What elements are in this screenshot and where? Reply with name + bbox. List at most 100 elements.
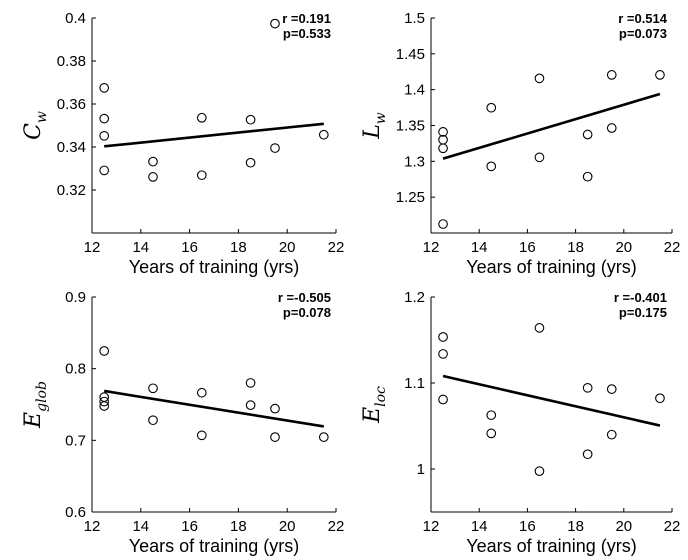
data-point — [606, 384, 617, 394]
regression-line — [442, 92, 661, 160]
data-point — [438, 394, 448, 405]
y-tick-label: 0.7 — [65, 432, 86, 449]
x-axis-label: Years of training (yrs) — [129, 257, 299, 277]
scatter-panel-1: 12 14 16 18 20 22 0.32 0.34 0.36 0.38 0.4 Years of … — [21, 10, 344, 277]
y-tick-label: 1.3 — [404, 153, 425, 170]
y-tick-label: 1.45 — [396, 46, 425, 63]
regression-line — [103, 389, 325, 428]
scatter-panel-4: 12 14 16 18 20 22 1 1.1 1.2 Years of training (yr… — [360, 289, 680, 556]
x-tick-label: 20 — [615, 518, 632, 535]
data-point — [148, 172, 158, 182]
data-point — [270, 432, 280, 442]
data-point — [99, 113, 110, 124]
data-point — [196, 430, 207, 441]
x-tick-label: 22 — [328, 518, 345, 535]
scatter-panel-3: 12 14 16 18 20 22 0.6 0.7 0.8 0.9 Years of trainin… — [21, 289, 344, 556]
data-point — [486, 428, 497, 439]
y-axis-label: Lw — [360, 112, 389, 140]
y-axis-label-subscript: w — [373, 112, 389, 124]
stat-p-value: p=0.078 — [283, 305, 331, 320]
data-point — [655, 393, 665, 404]
y-axis-label-main: C — [21, 123, 46, 140]
x-tick-label: 14 — [132, 518, 149, 535]
data-point — [318, 432, 329, 442]
y-tick-label: 0.36 — [57, 96, 86, 113]
data-point — [486, 161, 497, 172]
y-tick-label: 0.8 — [65, 361, 86, 378]
regression-line — [442, 374, 661, 427]
stat-p-value: p=0.175 — [619, 305, 667, 320]
y-tick-label: 1.35 — [396, 118, 425, 135]
y-tick-label: 0.32 — [57, 182, 86, 199]
x-tick-label: 14 — [471, 239, 488, 256]
data-point — [606, 70, 617, 80]
data-point — [486, 410, 497, 421]
data-point — [582, 129, 593, 140]
y-tick-label: 0.9 — [65, 289, 86, 306]
data-point — [270, 143, 280, 153]
data-point — [148, 383, 158, 394]
data-point — [196, 387, 207, 398]
y-tick-label: 0.6 — [65, 504, 86, 521]
scatter-panel-2: 12 14 16 18 20 22 1.25 1.3 1.35 1.4 1.45 1.5 Years o… — [360, 10, 680, 277]
stat-r-value: r =0.191 — [282, 11, 331, 26]
y-axis-label-subscript: glob — [34, 381, 50, 412]
data-point — [582, 449, 593, 460]
y-tick-label: 0.38 — [57, 53, 86, 70]
y-tick-label: 1 — [417, 461, 425, 478]
y-axis-label: Cw — [21, 111, 50, 140]
data-point — [148, 415, 158, 426]
x-tick-label: 22 — [328, 239, 345, 256]
y-axis-label: Eglob — [21, 381, 50, 429]
x-tick-label: 16 — [519, 239, 536, 256]
data-point — [270, 403, 280, 414]
data-point — [582, 382, 593, 393]
y-axis-label-subscript: w — [34, 111, 50, 123]
x-tick-label: 16 — [519, 518, 536, 535]
data-point — [196, 170, 207, 181]
x-tick-label: 20 — [279, 518, 296, 535]
y-axis-label-main: L — [360, 124, 385, 140]
y-axis-label: Eloc — [360, 386, 389, 424]
data-point — [99, 396, 110, 407]
stat-p-value: p=0.533 — [283, 26, 331, 41]
stat-p-value: p=0.073 — [619, 26, 667, 41]
data-point — [245, 400, 256, 410]
data-point — [270, 18, 280, 29]
y-tick-label: 1.4 — [404, 82, 425, 99]
x-tick-label: 22 — [664, 239, 681, 256]
x-tick-label: 22 — [664, 518, 681, 535]
data-point — [148, 156, 158, 167]
x-tick-label: 12 — [423, 518, 440, 535]
data-point — [606, 429, 617, 440]
data-point — [99, 165, 110, 176]
data-point — [318, 129, 329, 140]
data-point — [99, 130, 110, 141]
data-point — [245, 114, 256, 125]
data-point — [655, 70, 665, 80]
x-tick-label: 18 — [567, 518, 584, 535]
x-axis-label: Years of training (yrs) — [466, 536, 636, 556]
y-tick-label: 1.5 — [404, 10, 425, 27]
y-tick-label: 1.1 — [404, 375, 425, 392]
x-tick-label: 12 — [84, 239, 101, 256]
data-point — [534, 73, 545, 84]
data-point — [438, 219, 448, 229]
y-tick-label: 0.4 — [65, 10, 86, 27]
y-tick-label: 1.25 — [396, 189, 425, 206]
data-point — [99, 401, 110, 411]
x-axis-label: Years of training (yrs) — [129, 536, 299, 556]
x-tick-label: 12 — [84, 518, 101, 535]
data-point — [245, 378, 256, 388]
data-point — [196, 112, 207, 123]
data-point — [99, 83, 110, 93]
y-axis-label-main: E — [360, 407, 385, 424]
data-point — [486, 102, 497, 113]
y-tick-label: 0.34 — [57, 139, 86, 156]
data-point — [534, 466, 545, 477]
data-point — [534, 323, 545, 333]
x-tick-label: 18 — [567, 239, 584, 256]
x-tick-label: 20 — [279, 239, 296, 256]
stat-r-value: r =0.514 — [618, 11, 668, 26]
x-tick-label: 14 — [132, 239, 149, 256]
